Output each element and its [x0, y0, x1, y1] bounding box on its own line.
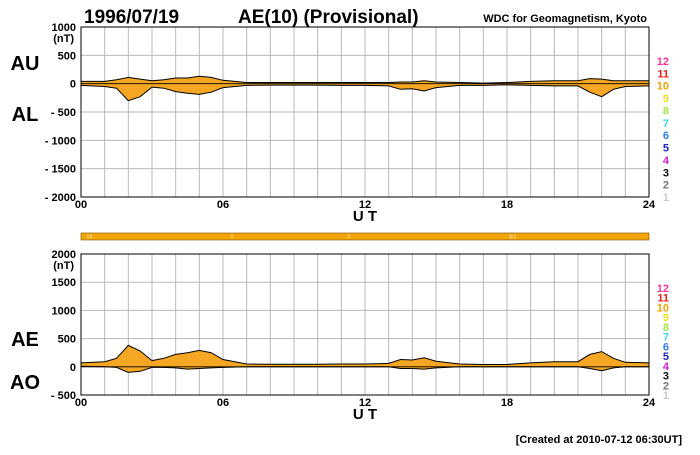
- series-label-ae: AE: [11, 329, 39, 351]
- x-tick-label: 06: [217, 397, 229, 409]
- station-count-label: 5: [663, 143, 669, 155]
- station-count-label: 3: [663, 371, 669, 383]
- station-count-label: 10: [657, 81, 669, 93]
- station-count-label: 4: [663, 361, 670, 373]
- y-tick-label: 500: [58, 50, 76, 62]
- x-tick-label: 24: [643, 397, 656, 409]
- station-count-label: 9: [663, 93, 669, 105]
- x-tick-label: 12: [359, 397, 371, 409]
- station-count-label: 3: [663, 167, 669, 179]
- station-count-label: 1: [663, 390, 669, 402]
- y-unit-label: (nT): [53, 33, 74, 45]
- station-count-label: 12: [657, 283, 669, 295]
- station-count-label: 1: [663, 192, 669, 204]
- station-availability-bar: [80, 232, 650, 241]
- x-tick-label: 06: [217, 199, 229, 211]
- station-count-label: 6: [663, 130, 669, 142]
- station-count-label: 7: [663, 118, 669, 130]
- x-tick-label: 12: [359, 199, 371, 211]
- series-label-au: AU: [11, 53, 40, 75]
- station-count-label: 5: [663, 351, 669, 363]
- x-tick-label: 00: [75, 397, 87, 409]
- y-tick-label: - 1000: [45, 135, 76, 147]
- station-count-label: 4: [663, 155, 670, 167]
- y-tick-label: 0: [70, 362, 76, 374]
- plot-date: 1996/07/19: [84, 7, 179, 28]
- station-count-label: 6: [663, 341, 669, 353]
- station-count-label: 2: [663, 180, 669, 192]
- plot-frame: [80, 26, 650, 198]
- station-count-label: 8: [663, 105, 669, 117]
- station-count-label: 12: [657, 56, 669, 68]
- y-tick-label: 1000: [52, 22, 76, 34]
- series-envelope-fill: [81, 345, 649, 373]
- x-axis-label: U T: [353, 406, 377, 423]
- x-tick-label: 24: [643, 199, 656, 211]
- y-tick-label: 1500: [52, 277, 76, 289]
- x-tick-label: 18: [501, 199, 513, 211]
- x-axis-label: U T: [353, 208, 377, 225]
- station-count-label: 8: [663, 322, 669, 334]
- plot-frame: [80, 253, 650, 396]
- series-label-al: AL: [12, 104, 39, 126]
- y-tick-label: 0: [70, 79, 76, 91]
- station-count-label: 11: [657, 68, 669, 80]
- station-count-label: 10: [657, 302, 669, 314]
- series-line-upper: [81, 75, 649, 84]
- series-line-lower: [80, 84, 650, 102]
- y-tick-label: 500: [58, 334, 76, 346]
- y-tick-label: 1000: [52, 305, 76, 317]
- x-tick-label: 18: [501, 397, 513, 409]
- series-envelope-fill: [81, 76, 649, 101]
- series-line-upper: [80, 344, 650, 365]
- series-label-ao: AO: [10, 372, 40, 394]
- station-count-label: 11: [657, 293, 669, 305]
- plot-title: AE(10) (Provisional): [238, 7, 419, 28]
- plot-source: WDC for Geomagnetism, Kyoto: [483, 13, 647, 25]
- station-count-label: 7: [663, 332, 669, 344]
- y-tick-label: 2000: [52, 249, 76, 261]
- y-tick-label: - 2000: [45, 192, 76, 204]
- station-count-label: 2: [663, 380, 669, 392]
- y-tick-label: - 500: [51, 107, 76, 119]
- y-unit-label: (nT): [53, 260, 74, 272]
- y-tick-label: - 500: [51, 390, 76, 402]
- station-count-label: 9: [663, 312, 669, 324]
- x-tick-label: 00: [75, 199, 87, 211]
- created-note: [Created at 2010-07-12 06:30UT]: [516, 434, 683, 446]
- y-tick-label: - 1500: [45, 164, 76, 176]
